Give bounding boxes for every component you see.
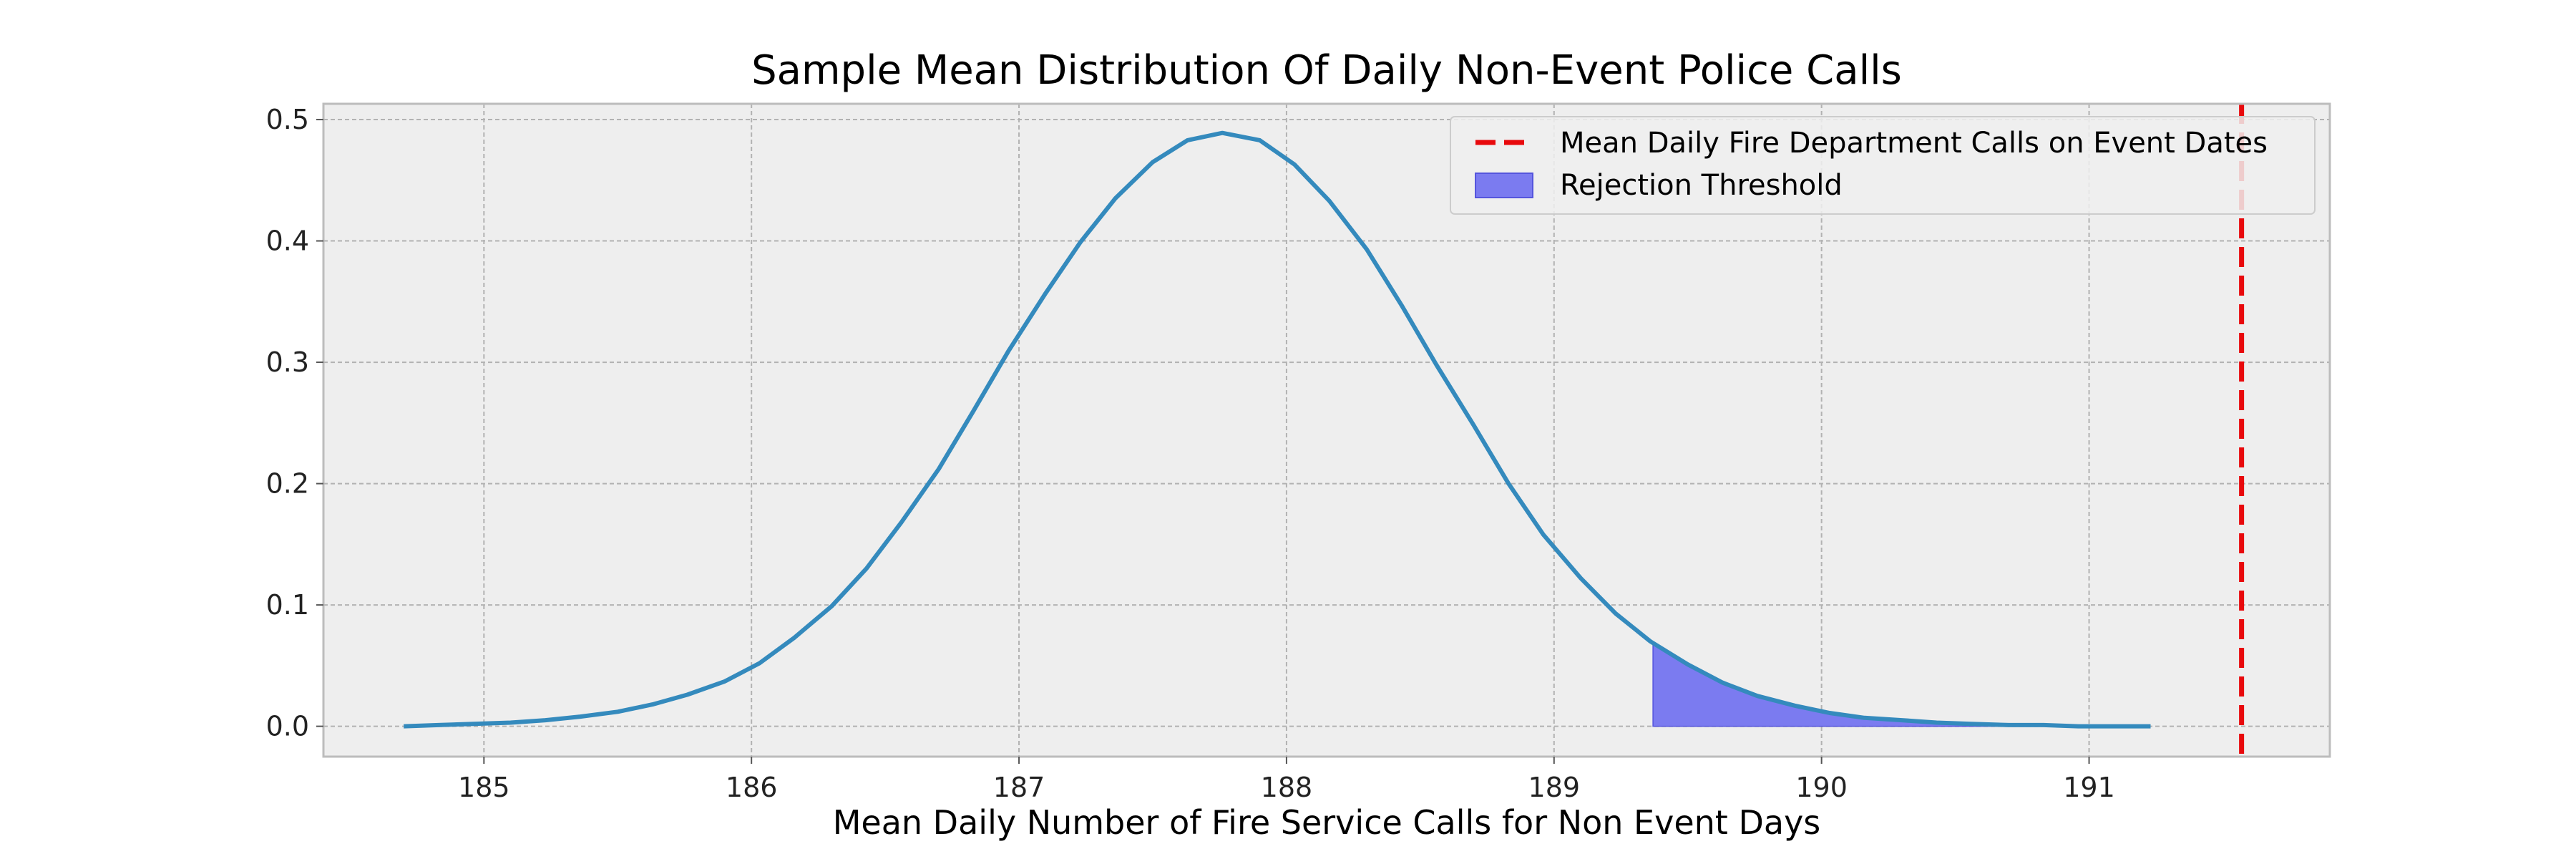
y-tick-label: 0.4 (266, 225, 309, 257)
x-tick-label: 190 (1795, 772, 1848, 803)
grid (323, 104, 2330, 757)
x-tick-label: 186 (726, 772, 778, 803)
sampling-distribution-line (404, 130, 2151, 729)
legend-frame (1450, 116, 2316, 215)
y-tick-label: 0.3 (266, 346, 309, 378)
x-tick-label: 187 (993, 772, 1045, 803)
y-tick-label: 0.0 (266, 711, 309, 742)
legend: Mean Daily Fire Department Calls on Even… (1450, 116, 2316, 215)
y-tick-label: 0.2 (266, 468, 309, 500)
x-axis-label: Mean Daily Number of Fire Service Calls … (833, 803, 1821, 842)
legend-label-rejection-threshold: Rejection Threshold (1560, 169, 1843, 202)
legend-label-event-mean: Mean Daily Fire Department Calls on Even… (1560, 127, 2268, 160)
y-tick-label: 0.5 (266, 104, 309, 135)
x-tick-label: 191 (2063, 772, 2115, 803)
y-tick-label: 0.1 (266, 589, 309, 621)
x-ticks: 185 186 187 188 189 190 191 (458, 757, 2115, 803)
x-tick-label: 189 (1528, 772, 1581, 803)
x-tick-label: 188 (1261, 772, 1313, 803)
legend-swatch-rejection-threshold (1475, 173, 1533, 198)
y-ticks: 0.0 0.1 0.2 0.3 0.4 0.5 (266, 104, 323, 742)
plot-frame (322, 102, 2331, 758)
x-tick-label: 185 (458, 772, 510, 803)
chart-title: Sample Mean Distribution Of Daily Non-Ev… (751, 47, 1902, 94)
